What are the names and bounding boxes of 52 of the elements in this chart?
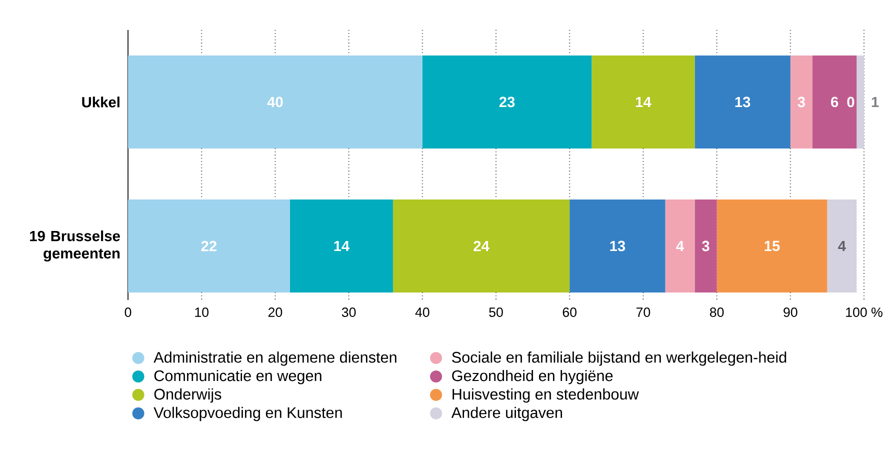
- data-label: 13: [735, 96, 750, 108]
- bar: [128, 55, 422, 148]
- x-tick-label: 0: [124, 308, 132, 317]
- legend-label: Huisvesting en stedenbouw: [452, 388, 639, 403]
- bar: [128, 199, 290, 292]
- legend-label: Volksopvoeding en Kunsten: [154, 406, 342, 422]
- data-label: 15: [764, 240, 780, 252]
- bar: [827, 199, 857, 292]
- bar: [790, 55, 812, 148]
- x-tick-label: 10: [195, 308, 209, 317]
- data-label: 4: [676, 240, 684, 252]
- legend-label: Communicatie en wegen: [154, 370, 322, 384]
- x-tick-label: 30: [342, 308, 356, 317]
- bar: [694, 55, 790, 148]
- bar: [592, 55, 695, 148]
- bar: [694, 199, 717, 292]
- data-label: 40: [267, 96, 283, 108]
- x-tick-label: 20: [268, 308, 282, 317]
- y-tick-label: Ukkel: [82, 96, 120, 108]
- bar: [392, 199, 570, 292]
- data-label: 3: [798, 96, 805, 108]
- bar: [812, 55, 857, 148]
- legend-label: Andere uitgaven: [451, 406, 562, 422]
- bar: [856, 55, 864, 148]
- x-tick-label: 100 %: [846, 308, 882, 317]
- data-label: 13: [610, 240, 626, 252]
- x-tick-label: 70: [636, 308, 650, 317]
- legend-label: Gezondheid en hygiëne: [452, 370, 613, 384]
- x-tick-label: 60: [562, 308, 576, 317]
- x-tick-label: 40: [415, 308, 430, 317]
- data-label: 3: [702, 240, 710, 252]
- bar: [570, 199, 666, 292]
- x-tick-label: 90: [784, 308, 798, 317]
- legend-label: Sociale en familiale bijstand en werkgelegen-heid: [452, 352, 786, 366]
- x-tick-label: 80: [710, 308, 724, 317]
- bar: [665, 199, 695, 292]
- x-tick-label: 50: [489, 308, 503, 317]
- data-label: 0: [847, 96, 854, 108]
- data-label: 4: [838, 240, 846, 252]
- data-label: 14: [334, 240, 350, 252]
- data-label: 24: [474, 240, 490, 252]
- y-tick-label: 19 Brusselse gemeenten: [30, 230, 120, 262]
- legend-label: Administratie en algemene diensten: [154, 352, 396, 366]
- bar: [290, 199, 393, 292]
- legend-label: Onderwijs: [154, 388, 222, 403]
- bar: [716, 199, 828, 292]
- data-label: 1: [872, 96, 879, 108]
- data-label: 14: [636, 96, 652, 108]
- bar: [422, 55, 592, 148]
- data-label: 22: [201, 240, 217, 252]
- data-label: 23: [499, 96, 515, 108]
- data-label: 6: [831, 96, 838, 108]
